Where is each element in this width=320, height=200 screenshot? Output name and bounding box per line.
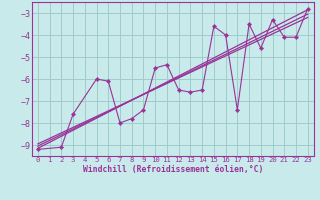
X-axis label: Windchill (Refroidissement éolien,°C): Windchill (Refroidissement éolien,°C): [83, 165, 263, 174]
